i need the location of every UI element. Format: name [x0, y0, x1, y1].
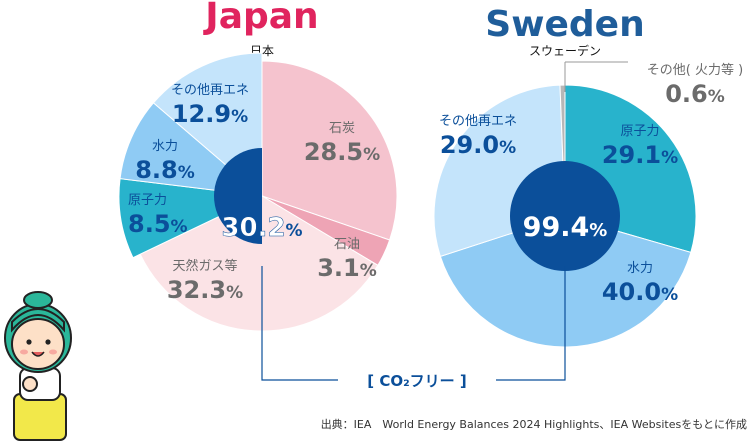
- sweden-slice-label-2: その他再エネ: [439, 114, 517, 129]
- japan-slice-value-0: 28.5%: [304, 138, 380, 166]
- source-note: 出典：IEA World Energy Balances 2024 Highli…: [320, 418, 747, 431]
- japan-slice-value-3: 8.5%: [128, 210, 188, 238]
- japan-chart: Japan 日本 30.2% 石炭28.5%石油3.1%天然ガス等32.3%原子…: [118, 0, 398, 332]
- sweden-center-label: 99.4%: [523, 212, 608, 243]
- japan-slice-value-1: 3.1%: [317, 254, 377, 282]
- sweden-center-unit: %: [589, 220, 607, 241]
- japan-slice-0: [261, 60, 398, 241]
- japan-slice-label-1: 石油: [334, 237, 360, 252]
- japan-center-unit: %: [286, 221, 303, 241]
- sweden-slice-value-3: 0.6%: [665, 80, 725, 108]
- japan-labels: 石炭 28.5% 石油 3.1% 天然ガス等 32.3% 原子力 8.5% 水力 8.8% その他再…: [128, 83, 380, 304]
- japan-center-value: 30.2: [221, 213, 285, 243]
- sweden-co2free-center: [509, 161, 620, 271]
- co2-free-label: [ CO₂フリー ]: [367, 372, 467, 390]
- sweden-labels: 原子力 29.1% 水力 40.0% その他再エネ 29.0% その他( 火力等 ) 0.6%: [439, 62, 743, 306]
- japan-slice-label-0: 石炭: [329, 121, 355, 136]
- japan-slice-label-4: 水力: [152, 139, 178, 154]
- japan-slice-label-2: 天然ガス等: [172, 258, 237, 274]
- sweden-slice-value-1: 40.0%: [602, 278, 678, 306]
- sweden-slice-label-0: 原子力: [620, 124, 659, 139]
- japan-slice-label-3: 原子力: [128, 193, 167, 208]
- japan-co2free-center: [214, 148, 262, 244]
- sweden-center-value: 99.4: [523, 212, 590, 243]
- sweden-chart: Sweden スウェーデン 99.4% 原子力 29.1% 水力 40.0% その他再エ…: [433, 4, 743, 348]
- sweden-title: Sweden: [485, 4, 644, 45]
- japan-center-label: 30.2%: [221, 213, 302, 243]
- japan-slice-value-5: 12.9%: [172, 100, 248, 128]
- sweden-slice-value-2: 29.0%: [440, 131, 516, 159]
- japan-title: Japan: [202, 0, 318, 37]
- girl-mascot-icon: [4, 291, 72, 441]
- japan-slice-value-2: 32.3%: [167, 276, 243, 304]
- co2-free-connector: [ CO₂フリー ]: [261, 266, 566, 390]
- japan-slices: [118, 52, 398, 332]
- sweden-subtitle: スウェーデン: [529, 43, 601, 58]
- sweden-slice-label-1: 水力: [627, 261, 653, 276]
- sweden-slice-label-3: その他( 火力等 ): [647, 62, 743, 78]
- sweden-slice-value-0: 29.1%: [602, 141, 678, 169]
- sweden-slice-1: [439, 215, 692, 348]
- japan-slice-value-4: 8.8%: [135, 156, 195, 184]
- japan-slice-2: [139, 195, 379, 332]
- japan-slice-label-5: その他再エネ: [171, 83, 249, 98]
